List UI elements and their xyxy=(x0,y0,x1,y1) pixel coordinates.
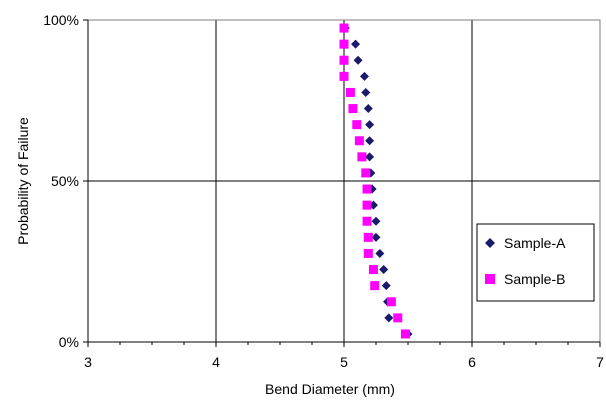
data-point-sample-b xyxy=(354,136,364,146)
data-point-sample-b xyxy=(400,329,410,339)
x-tick-label: 5 xyxy=(340,354,348,370)
data-point-sample-b xyxy=(339,23,349,33)
data-point-sample-a xyxy=(353,55,363,65)
legend-box xyxy=(476,223,595,302)
data-point-sample-b xyxy=(352,120,362,130)
x-tick-labels: 3 4 5 6 7 xyxy=(84,354,604,370)
data-point-sample-a xyxy=(365,152,375,162)
data-point-sample-b xyxy=(363,232,373,242)
data-point-sample-a xyxy=(363,104,373,114)
data-point-sample-b xyxy=(339,71,349,81)
data-points xyxy=(339,23,413,339)
x-tick-label: 4 xyxy=(212,354,220,370)
data-point-sample-a xyxy=(365,120,375,130)
data-point-sample-b xyxy=(393,313,403,323)
legend: Sample-A Sample-B xyxy=(476,223,595,302)
legend-marker-sample-a xyxy=(485,238,495,248)
data-point-sample-b xyxy=(363,248,373,258)
y-tick-labels: 0% 50% 100% xyxy=(43,12,79,350)
axis-ticks xyxy=(83,19,601,347)
legend-label-sample-a: Sample-A xyxy=(504,235,566,251)
x-axis-title: Bend Diameter (mm) xyxy=(265,381,395,397)
data-point-sample-b xyxy=(348,104,358,114)
data-point-sample-a xyxy=(375,248,385,258)
y-axis-title: Probability of Failure xyxy=(15,117,31,245)
data-point-sample-b xyxy=(386,297,396,307)
data-point-sample-a xyxy=(371,216,381,226)
data-point-sample-b xyxy=(362,200,372,210)
x-tick-label: 7 xyxy=(596,354,604,370)
data-point-sample-a xyxy=(351,39,361,49)
data-point-sample-b xyxy=(362,184,372,194)
data-point-sample-b xyxy=(339,39,349,49)
data-point-sample-a xyxy=(365,136,375,146)
legend-marker-sample-b xyxy=(485,274,495,284)
y-tick-label: 100% xyxy=(43,12,79,28)
y-tick-label: 0% xyxy=(59,334,79,350)
data-point-sample-a xyxy=(381,281,391,291)
data-point-sample-a xyxy=(371,232,381,242)
x-tick-label: 6 xyxy=(468,354,476,370)
data-point-sample-b xyxy=(368,265,378,275)
data-point-sample-b xyxy=(345,87,355,97)
data-point-sample-a xyxy=(359,71,369,81)
y-tick-label: 50% xyxy=(51,173,79,189)
data-point-sample-b xyxy=(362,216,372,226)
data-point-sample-b xyxy=(339,55,349,65)
data-point-sample-a xyxy=(361,87,371,97)
data-point-sample-b xyxy=(357,152,367,162)
data-point-sample-b xyxy=(370,281,380,291)
data-point-sample-b xyxy=(361,168,371,178)
data-point-sample-a xyxy=(379,265,389,275)
data-point-sample-a xyxy=(384,313,394,323)
x-tick-label: 3 xyxy=(84,354,92,370)
legend-label-sample-b: Sample-B xyxy=(504,271,565,287)
